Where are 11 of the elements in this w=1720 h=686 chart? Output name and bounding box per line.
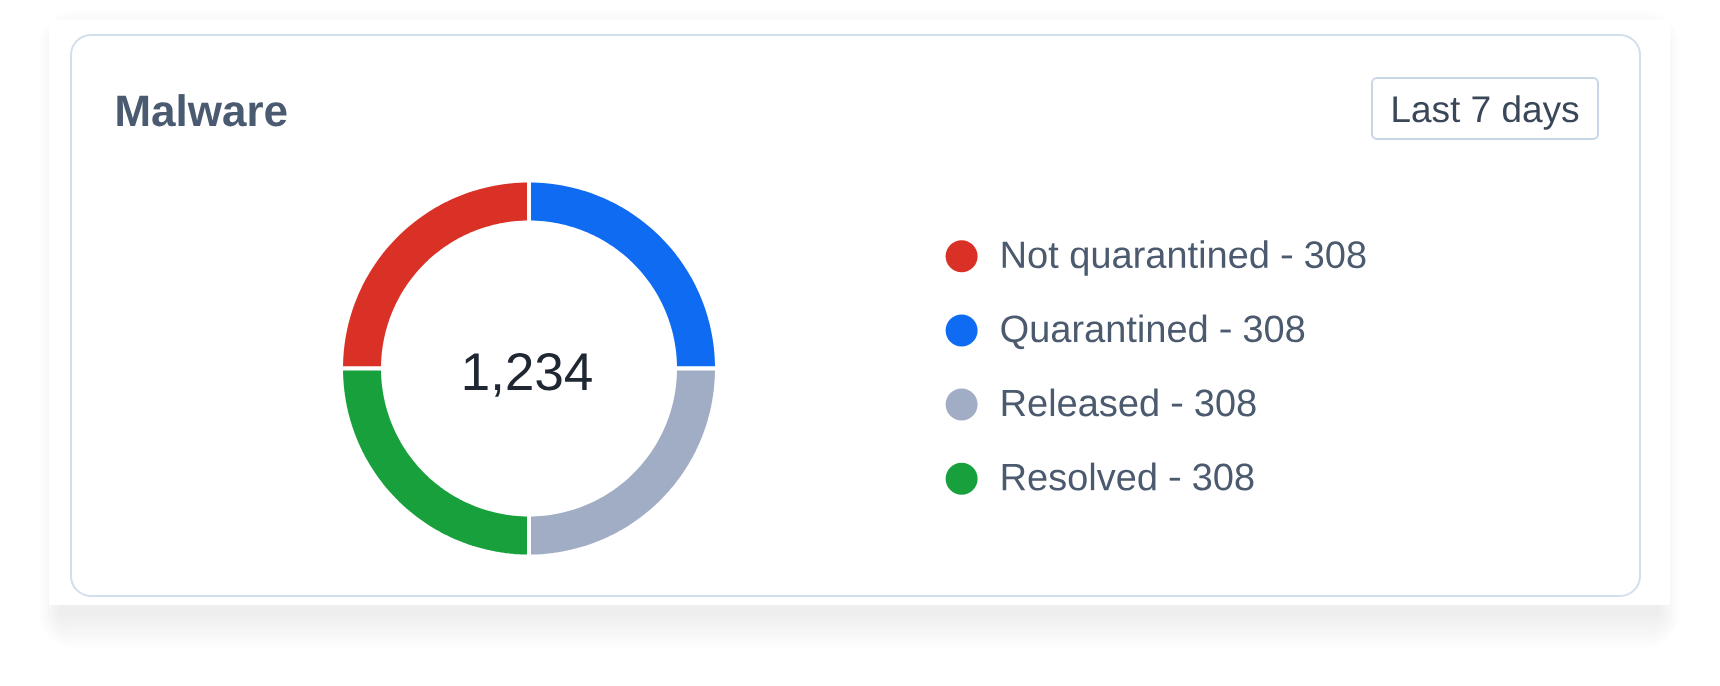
text: Last 7 days xyxy=(1393,95,1579,130)
data-label: 308 xyxy=(1305,241,1366,269)
legend-label: Quarantined xyxy=(1001,314,1207,350)
data-label: 308 xyxy=(1243,315,1305,343)
text: 1,234 xyxy=(464,352,592,397)
legend-label: Resolved xyxy=(1002,462,1156,491)
chart-title: Malware xyxy=(117,94,287,127)
data-label: 308 xyxy=(1195,389,1256,417)
legend-label: Released xyxy=(1002,388,1158,417)
legend-label: Not quarantined xyxy=(1002,240,1268,276)
data-label: 308 xyxy=(1193,463,1254,491)
